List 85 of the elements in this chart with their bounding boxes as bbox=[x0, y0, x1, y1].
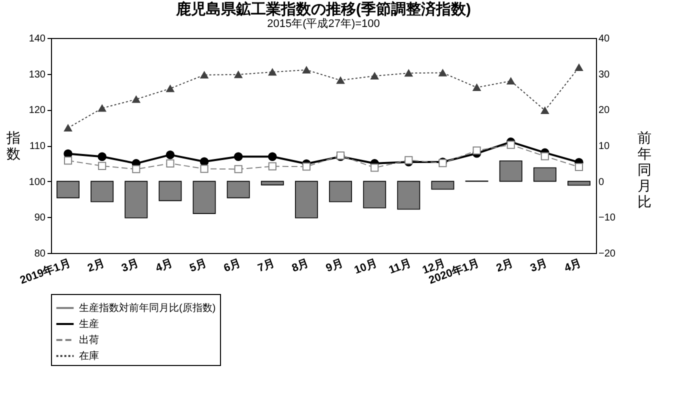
y2-tick-label: 0 bbox=[598, 176, 604, 188]
bar bbox=[568, 180, 590, 186]
bar bbox=[363, 180, 386, 208]
point bbox=[506, 140, 515, 149]
chart-subtitle: 2015年(平成27年)=100 bbox=[267, 17, 380, 30]
x-tick-label: 2月 bbox=[494, 258, 515, 275]
x-tick-label: 8月 bbox=[290, 258, 311, 275]
point bbox=[540, 106, 549, 114]
x-tick-label: 6月 bbox=[222, 258, 242, 275]
y-tick-label: 90 bbox=[34, 212, 46, 224]
point bbox=[268, 162, 276, 170]
point bbox=[370, 72, 379, 80]
y2-tick-label: −10 bbox=[598, 212, 616, 224]
bar bbox=[56, 180, 80, 198]
x-tick-label: 3月 bbox=[120, 258, 140, 275]
point bbox=[574, 162, 584, 172]
point bbox=[132, 96, 140, 103]
point bbox=[234, 70, 242, 78]
x-tick-label: 7月 bbox=[256, 258, 277, 275]
point bbox=[234, 152, 243, 161]
x-tick-label: 5月 bbox=[188, 258, 208, 275]
point bbox=[302, 66, 311, 74]
point bbox=[64, 156, 72, 165]
point bbox=[540, 152, 549, 160]
bar bbox=[329, 180, 352, 202]
legend-label: 生産 bbox=[79, 318, 99, 330]
point bbox=[200, 157, 209, 166]
y2-tick-label: 30 bbox=[598, 69, 610, 80]
bar bbox=[431, 180, 454, 190]
bar bbox=[397, 180, 420, 210]
y-tick-label: 140 bbox=[28, 34, 46, 44]
point bbox=[472, 84, 481, 92]
y-tick-label: 130 bbox=[28, 69, 46, 80]
bar bbox=[499, 160, 522, 182]
point bbox=[336, 76, 345, 84]
chart-title: 鹿児島県鉱工業指数の推移(季節調整済指数) bbox=[175, 0, 471, 18]
bar bbox=[124, 180, 148, 218]
legend-label: 生産指数対前年同月比(原指数) bbox=[79, 302, 216, 314]
point bbox=[268, 68, 276, 76]
legend-label: 在庫 bbox=[79, 350, 99, 362]
point bbox=[98, 104, 106, 112]
point bbox=[132, 165, 140, 174]
bar bbox=[295, 180, 318, 218]
x-tick-label: 10月 bbox=[352, 258, 379, 277]
bar bbox=[158, 180, 182, 202]
point bbox=[200, 71, 208, 78]
y-tick-label: 100 bbox=[28, 176, 46, 188]
y2-tick-label: −20 bbox=[598, 248, 616, 260]
point bbox=[234, 165, 242, 174]
point bbox=[268, 152, 277, 161]
point bbox=[166, 84, 174, 92]
point bbox=[166, 159, 174, 168]
y-tick-label: 110 bbox=[30, 141, 46, 152]
x-tick-label: 11月 bbox=[387, 258, 413, 277]
point bbox=[98, 162, 106, 170]
point bbox=[574, 64, 584, 71]
point bbox=[200, 164, 208, 173]
x-tick-label: 9月 bbox=[324, 258, 345, 275]
point bbox=[438, 69, 447, 76]
x-tick-label: 4月 bbox=[154, 258, 174, 275]
y-tick-label: 120 bbox=[28, 105, 46, 116]
point bbox=[98, 152, 106, 161]
y2-tick-label: 40 bbox=[598, 34, 610, 44]
y-axis-title: 指数 bbox=[6, 130, 20, 162]
y2-tick-label: 10 bbox=[598, 141, 610, 152]
y2-axis-title: 前年同月比 bbox=[638, 130, 652, 210]
legend-label: 出荷 bbox=[79, 334, 99, 346]
x-tick-label: 2月 bbox=[86, 258, 106, 275]
point bbox=[404, 70, 413, 77]
x-tick-label: 3月 bbox=[528, 258, 550, 275]
point bbox=[302, 162, 311, 171]
point bbox=[64, 124, 72, 132]
point bbox=[370, 164, 379, 172]
bar bbox=[533, 167, 556, 182]
bar bbox=[260, 180, 284, 186]
y2-tick-label: 20 bbox=[598, 105, 610, 116]
bar bbox=[90, 180, 114, 202]
x-tick-label: 4月 bbox=[562, 258, 584, 275]
bar bbox=[226, 180, 250, 198]
bar bbox=[192, 180, 216, 214]
y-tick-label: 80 bbox=[34, 248, 46, 260]
point bbox=[506, 77, 515, 85]
point bbox=[472, 146, 481, 155]
point bbox=[166, 150, 175, 160]
x-tick-label: 2019年1月 bbox=[18, 256, 72, 287]
